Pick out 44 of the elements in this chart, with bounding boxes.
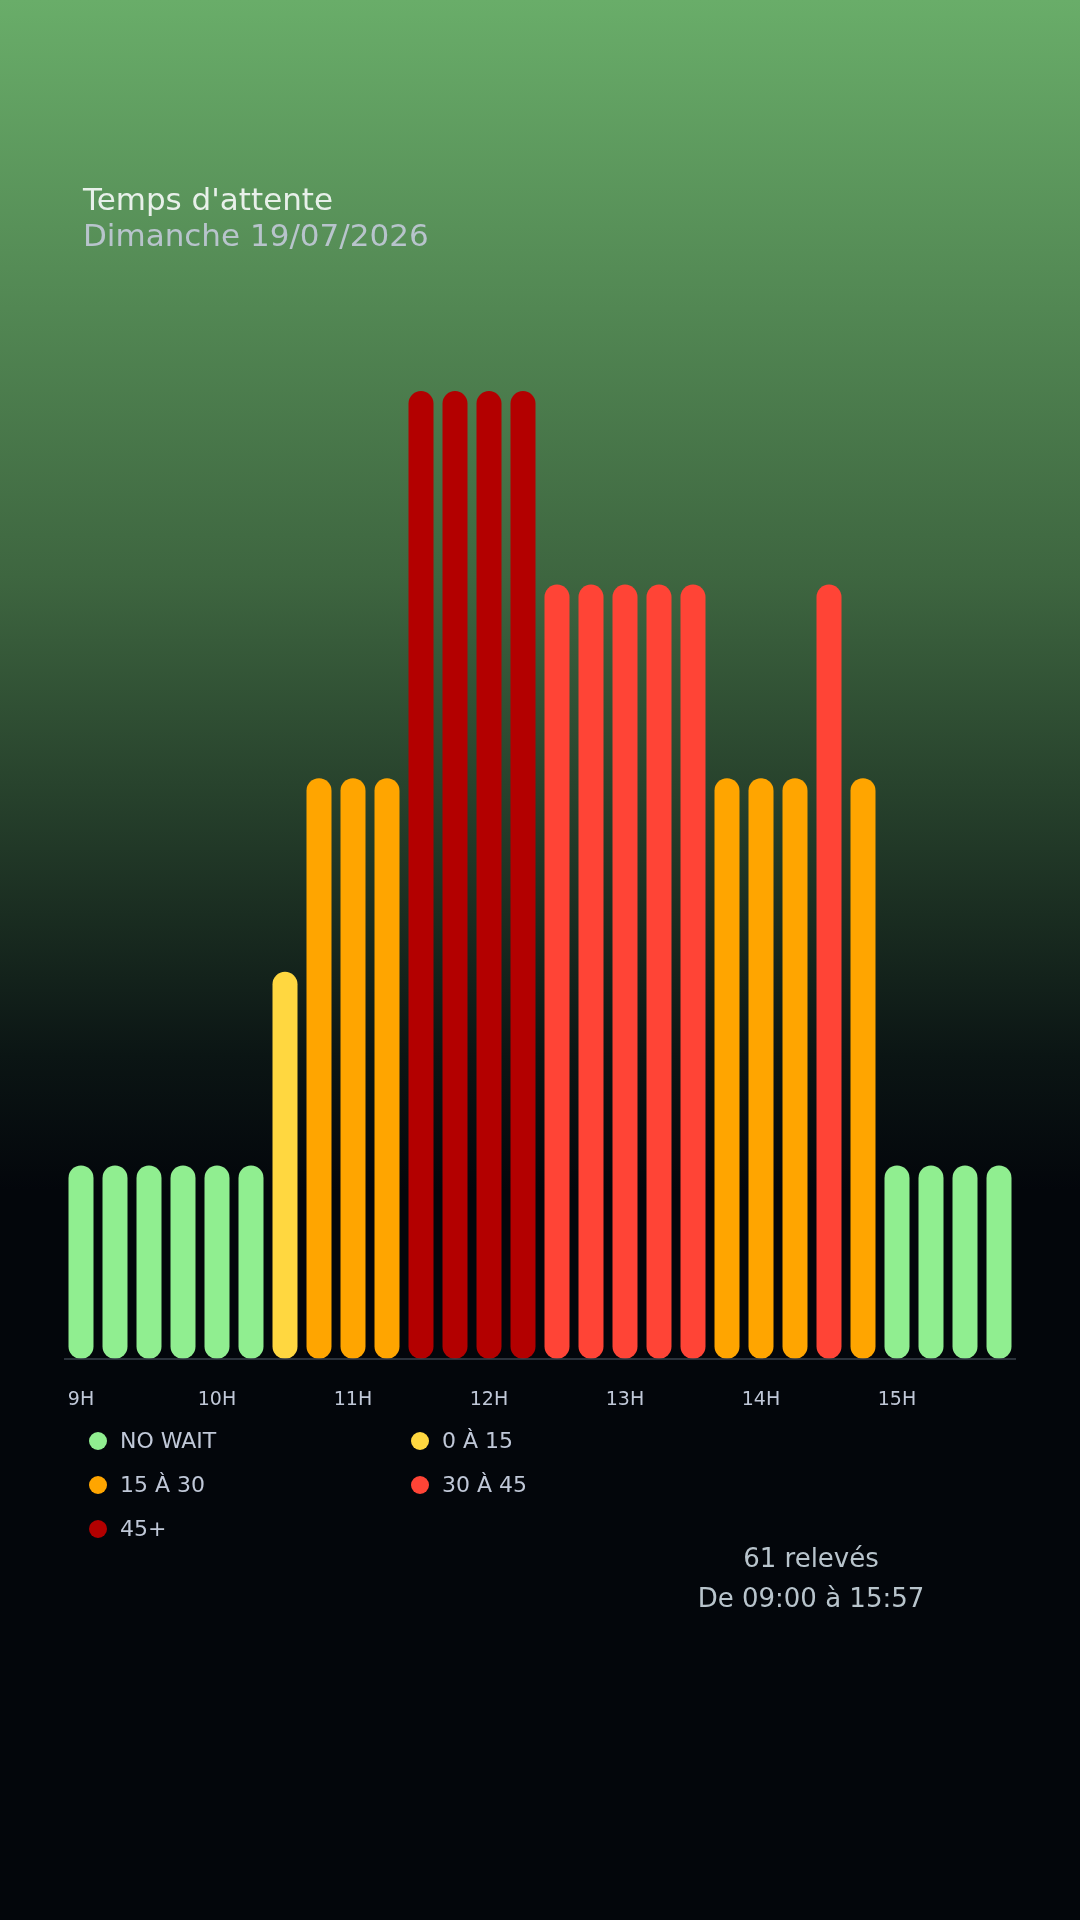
legend-label: NO WAIT xyxy=(120,1428,217,1453)
bar xyxy=(170,1165,196,1359)
bar xyxy=(918,1165,944,1359)
x-tick-label: 10H xyxy=(197,1387,237,1409)
x-tick-label: 14H xyxy=(741,1387,781,1409)
bar xyxy=(68,1165,94,1359)
x-tick-label: 12H xyxy=(469,1387,509,1409)
bar xyxy=(272,971,298,1359)
bar xyxy=(816,584,842,1359)
bar xyxy=(646,584,672,1359)
bar xyxy=(952,1165,978,1359)
bar xyxy=(340,778,366,1359)
bar xyxy=(374,778,400,1359)
bar xyxy=(510,391,536,1359)
chart-title: Temps d'attente xyxy=(82,181,334,217)
x-tick-label: 13H xyxy=(605,1387,645,1409)
legend-label: 30 À 45 xyxy=(442,1472,528,1497)
x-tick-label: 9H xyxy=(67,1387,95,1409)
bar xyxy=(476,391,502,1359)
bar xyxy=(748,778,774,1359)
legend-label: 0 À 15 xyxy=(442,1428,514,1453)
bar xyxy=(714,778,740,1359)
text: De 09:00 à 15:57 xyxy=(697,1583,925,1613)
text: 61 relevés xyxy=(743,1543,879,1573)
bar xyxy=(408,391,434,1359)
bar xyxy=(986,1165,1012,1359)
bar xyxy=(238,1165,264,1359)
bar xyxy=(204,1165,230,1359)
chart-subtitle: Dimanche 19/07/2026 xyxy=(83,217,429,253)
bar xyxy=(544,584,570,1359)
x-tick-label: 11H xyxy=(333,1387,373,1409)
bar xyxy=(884,1165,910,1359)
bar xyxy=(612,584,638,1359)
bar xyxy=(782,778,808,1359)
legend-label: 45+ xyxy=(120,1516,167,1541)
bar xyxy=(306,778,332,1359)
bar xyxy=(578,584,604,1359)
bar xyxy=(442,391,468,1359)
legend-label: 15 À 30 xyxy=(120,1472,206,1497)
bar xyxy=(136,1165,162,1359)
bar xyxy=(102,1165,128,1359)
x-tick-label: 15H xyxy=(877,1387,917,1409)
bar xyxy=(850,778,876,1359)
bar xyxy=(680,584,706,1359)
